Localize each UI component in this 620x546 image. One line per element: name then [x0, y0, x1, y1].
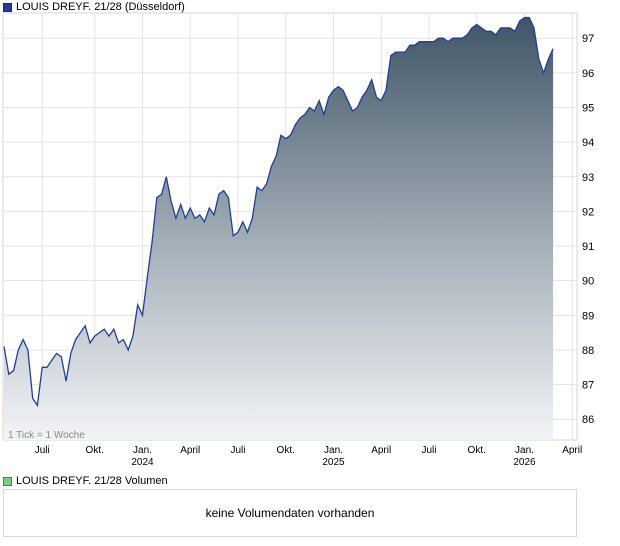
x-tick-label: Jan. [133, 445, 152, 456]
y-tick-label: 96 [582, 68, 594, 80]
x-tick-label: Jan. [324, 445, 343, 456]
x-tick-label: Jan. [515, 445, 534, 456]
y-tick-label: 97 [582, 33, 594, 45]
x-tick-label: April [180, 445, 200, 456]
x-tick-year: 2024 [131, 457, 154, 468]
price-legend-swatch [3, 2, 12, 12]
y-tick-label: 89 [582, 310, 594, 322]
price-area [4, 17, 554, 440]
y-tick-label: 91 [582, 241, 594, 253]
x-tick-year: 2026 [513, 457, 536, 468]
y-tick-label: 92 [582, 206, 594, 218]
x-tick-label: Okt. [86, 445, 104, 456]
volume-empty-message: keine Volumendaten vorhanden [205, 506, 375, 520]
price-legend-label: LOUIS DREYF. 21/28 (Düsseldorf) [16, 1, 185, 13]
y-tick-label: 88 [582, 345, 594, 357]
volume-panel: keine Volumendaten vorhanden [3, 489, 577, 537]
x-tick-label: Juli [35, 445, 50, 456]
price-line [3, 16, 554, 408]
x-tick-label: April [562, 445, 582, 456]
x-tick-year: 2025 [322, 457, 345, 468]
y-tick-label: 94 [582, 137, 594, 149]
x-tick-label: Okt. [277, 445, 295, 456]
price-legend: LOUIS DREYF. 21/28 (Düsseldorf) [3, 1, 185, 13]
y-tick-label: 87 [582, 380, 594, 392]
y-tick-label: 95 [582, 103, 594, 115]
tick-info-label: 1 Tick = 1 Woche [8, 430, 85, 441]
y-tick-label: 86 [582, 414, 594, 426]
volume-legend-swatch [3, 476, 12, 486]
x-tick-label: Juli [421, 445, 436, 456]
volume-legend-label: LOUIS DREYF. 21/28 Volumen [16, 475, 168, 487]
x-tick-label: April [371, 445, 391, 456]
y-tick-label: 90 [582, 276, 594, 288]
x-tick-label: Okt. [468, 445, 486, 456]
y-tick-label: 93 [582, 172, 594, 184]
x-tick-label: Juli [230, 445, 245, 456]
volume-legend: LOUIS DREYF. 21/28 Volumen [3, 475, 168, 487]
y-axis-ticks: 86 87 88 89 90 91 92 93 94 95 96 97 [582, 33, 594, 426]
